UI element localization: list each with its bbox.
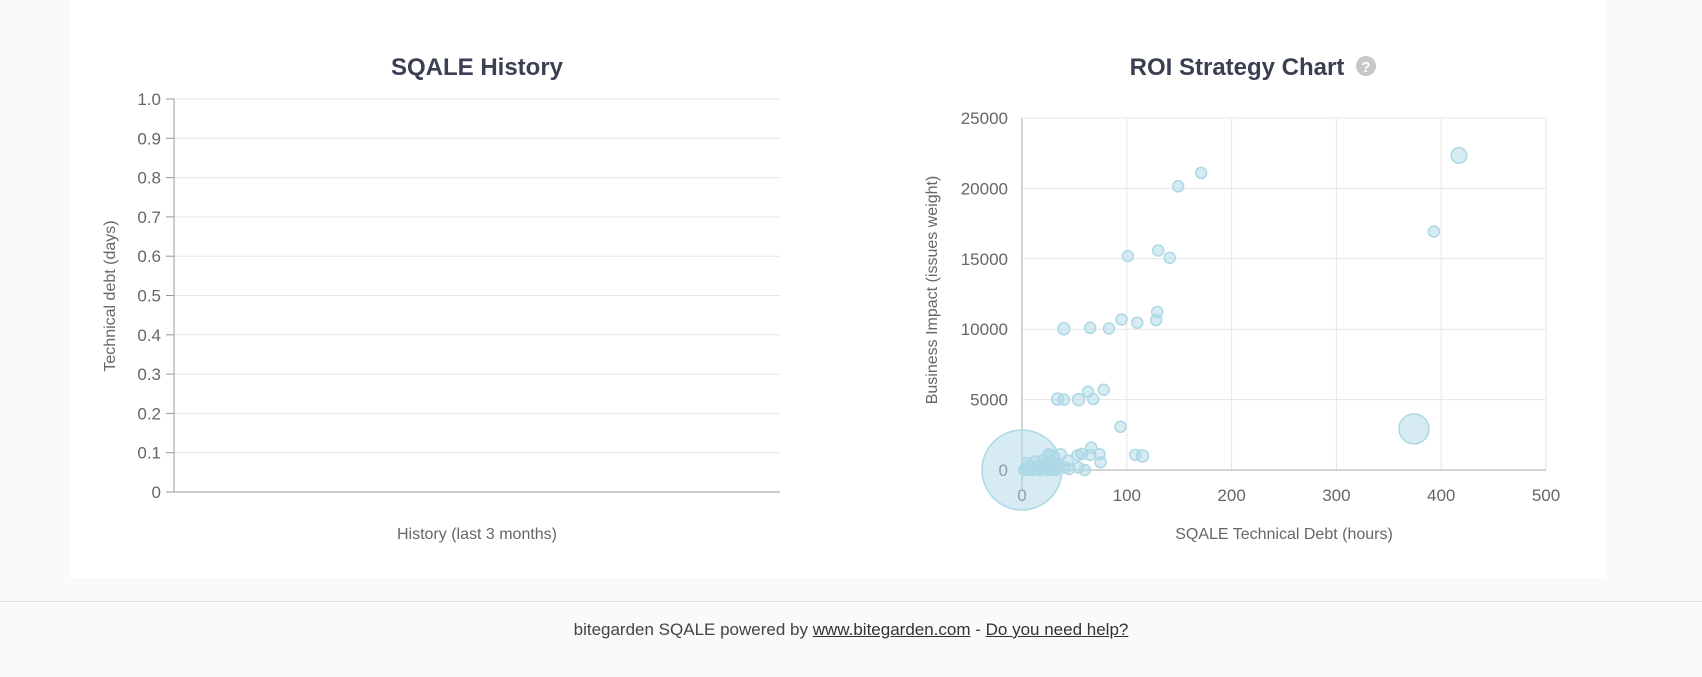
data-point [1450,146,1468,164]
data-point [1427,225,1441,238]
y-tick-label: 1.0 [137,90,161,109]
y-tick-label: 25000 [961,109,1008,128]
data-point [1115,313,1128,326]
chart-title: ROI Strategy Chart [1130,54,1345,81]
y-tick-label: 0.3 [137,365,161,384]
data-point [1171,180,1185,193]
footer-text: bitegarden SQALE powered by [573,620,813,639]
data-point [1097,383,1110,396]
y-tick-label: 0.1 [137,444,161,463]
x-tick-label: 500 [1532,486,1560,505]
data-point [1135,449,1150,463]
data-point [1083,321,1097,335]
footer-divider [0,601,1702,602]
data-point [1114,420,1127,434]
data-point [981,429,1063,511]
charts-card [70,0,1606,578]
data-point [1131,316,1144,329]
y-tick-label: 5000 [970,391,1008,410]
roi-strategy-chart: ROI Strategy Chart ? 0500010000150002000… [924,54,1560,543]
chart-title: SQALE History [391,54,564,81]
data-point [1078,463,1092,477]
y-tick-label: 0.4 [137,326,161,345]
x-tick-label: 200 [1217,486,1245,505]
y-tick-label: 10000 [961,320,1008,339]
y-tick-label: 0.8 [137,169,161,188]
data-point [1102,322,1116,335]
y-tick-label: 0.7 [137,208,161,227]
data-point [1121,249,1135,263]
data-point [1094,456,1107,469]
data-point [1194,166,1208,180]
x-axis-label: History (last 3 months) [397,526,557,543]
y-axis-label-visible: Business Impact (issues weight) [924,176,941,405]
sqale-history-chart: SQALE History 0 0.1 0.2 0.3 0.4 0.5 0.6 0.7 0.8 0… [102,54,780,543]
data-point [1149,313,1163,327]
y-tick-label: 0.5 [137,287,161,306]
y-axis-label: Technical debt (days) [102,220,119,371]
x-tick-label: 300 [1322,486,1350,505]
y-tick-label: 0.9 [137,129,161,148]
svg-text:?: ? [1361,59,1370,76]
y-tick-label: 0.2 [137,404,161,423]
x-tick-label: 100 [1113,486,1141,505]
data-point [1087,392,1100,406]
data-point [1071,392,1086,407]
x-axis-label: SQALE Technical Debt (hours) [1175,526,1393,543]
bitegarden-link[interactable]: www.bitegarden.com [812,620,971,639]
y-tick-label: 15000 [961,250,1008,269]
data-point [1398,413,1430,445]
y-tick-label: 0 [152,483,161,502]
y-tick-label: 20000 [961,179,1008,198]
data-point [1057,393,1071,406]
data-point [1057,322,1071,336]
x-tick-label: 400 [1427,486,1455,505]
data-point [1083,448,1097,462]
footer-separator: - [970,620,986,639]
data-point [1151,244,1165,257]
data-point [1163,251,1177,265]
help-link[interactable]: Do you need help? [985,620,1129,639]
y-tick-label: 0.6 [137,247,161,266]
question-circle-icon[interactable]: ? [1356,56,1376,76]
footer: bitegarden SQALE powered by www.bitegard… [0,620,1702,640]
